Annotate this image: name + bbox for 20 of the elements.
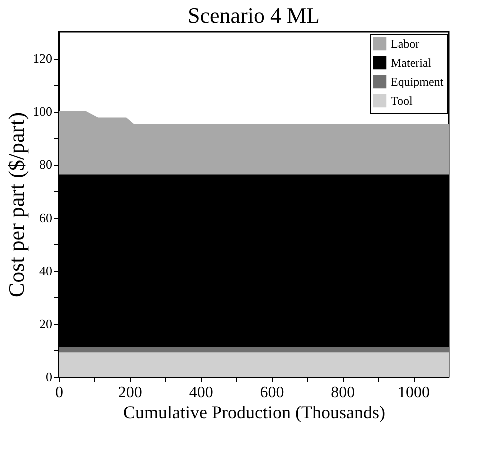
- chart-title: Scenario 4 ML: [188, 3, 320, 28]
- x-tick-label: 1000: [398, 384, 430, 402]
- legend-label: Material: [391, 56, 432, 70]
- y-tick-label: 80: [40, 157, 52, 172]
- y-tick-label: 100: [33, 104, 52, 120]
- y-tick-label: 20: [40, 316, 52, 332]
- x-tick-label: 200: [118, 384, 142, 402]
- x-tick-label: 600: [260, 384, 284, 402]
- y-tick-label: 0: [46, 370, 52, 384]
- x-tick-label: 400: [189, 384, 214, 402]
- x-tick-label: 0: [56, 384, 64, 402]
- legend-label: Tool: [391, 94, 414, 108]
- y-tick-label: 120: [33, 51, 52, 66]
- x-tick-label: 800: [331, 384, 356, 402]
- y-axis-title: Cost per part ($/part): [4, 112, 29, 298]
- x-axis-title: Cumulative Production (Thousands): [124, 402, 386, 422]
- y-tick-label: 40: [40, 263, 52, 278]
- y-tick-label: 60: [40, 210, 52, 226]
- legend-label: Equipment: [391, 75, 444, 89]
- legend-label: Labor: [391, 37, 420, 51]
